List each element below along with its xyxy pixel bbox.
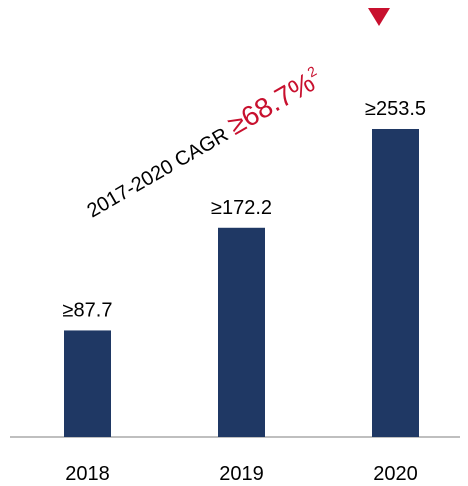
annotation-label: 2017-2020 CAGR [84, 124, 233, 223]
x-tick-label: 2019 [219, 463, 264, 485]
value-label: ≥87.7 [63, 299, 113, 321]
decline-arrow [368, 8, 390, 26]
x-tick-label: 2020 [373, 463, 418, 485]
bar [372, 128, 419, 437]
value-label: ≥253.5 [365, 98, 426, 120]
value-label: ≥172.2 [211, 197, 272, 219]
annotation-highlight: ≥68.7% [222, 66, 320, 140]
bar [218, 227, 265, 437]
annotation-text: 2017-2020 CAGR≥68.7%2 [80, 62, 327, 223]
cagr-annotation: 2017-2020 CAGR≥68.7%2 [80, 62, 327, 223]
bar [64, 330, 111, 437]
x-tick-label: 2018 [65, 463, 110, 485]
